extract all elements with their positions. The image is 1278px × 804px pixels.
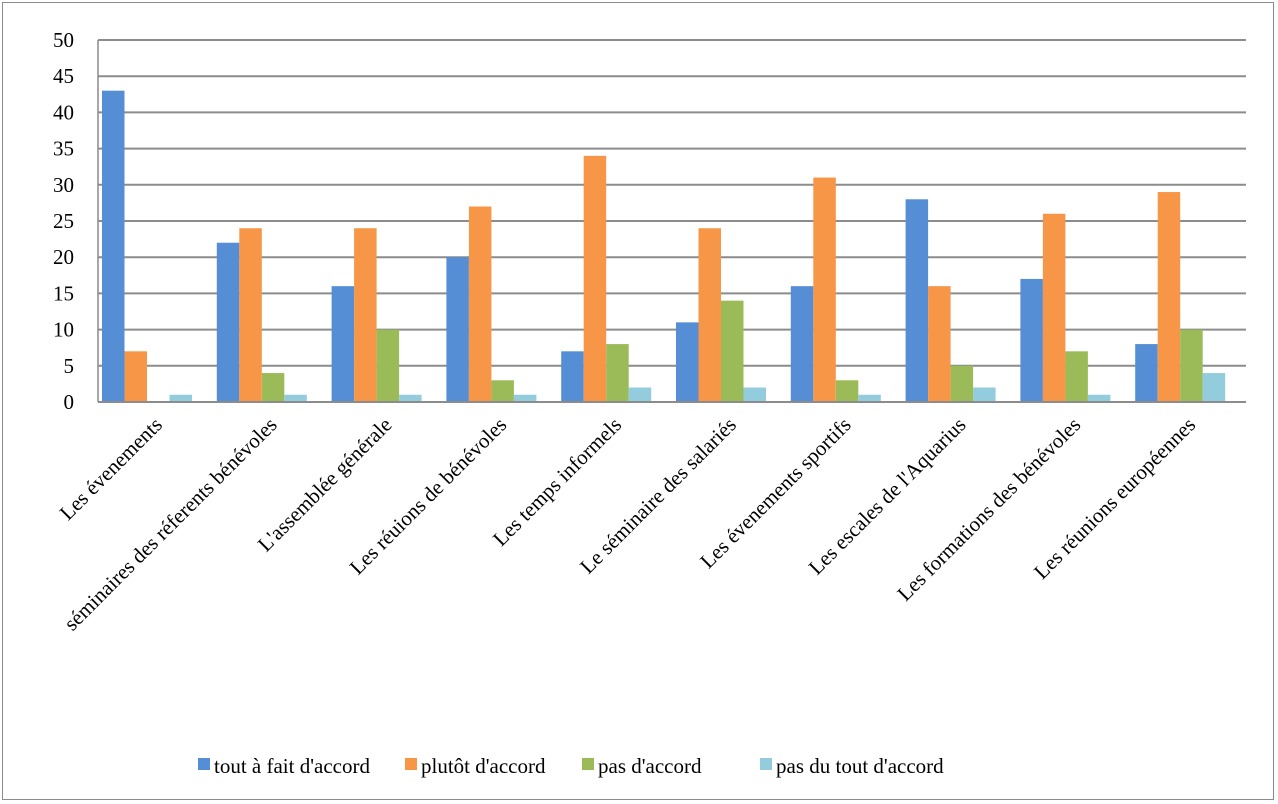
bars — [102, 90, 1226, 403]
bar — [102, 90, 125, 403]
bar — [216, 242, 240, 402]
bar — [261, 373, 285, 402]
y-tick-labels: 0 5 10 15 20 25 30 35 40 45 50 — [53, 28, 74, 414]
bar — [721, 300, 744, 402]
bar — [743, 387, 766, 402]
bar — [561, 351, 584, 402]
bar — [169, 394, 192, 402]
bar — [950, 365, 974, 402]
y-tick-label: 30 — [53, 173, 74, 197]
bar — [284, 394, 307, 402]
x-category-label: Les formations des bénévoles — [892, 413, 1085, 606]
y-tick-label: 0 — [64, 390, 75, 414]
bar — [676, 322, 699, 402]
bar — [813, 177, 836, 402]
legend-label: pas d'accord — [598, 754, 702, 778]
legend-swatch — [582, 758, 594, 770]
y-tick-label: 50 — [53, 28, 74, 52]
bar — [1180, 329, 1203, 402]
bar — [628, 387, 652, 402]
bar — [698, 228, 721, 402]
y-tick-label: 45 — [53, 64, 74, 88]
y-tick-label: 40 — [53, 100, 74, 124]
legend-swatch — [405, 758, 417, 770]
bar — [376, 329, 400, 402]
bar — [468, 206, 492, 402]
legend-label: tout à fait d'accord — [214, 754, 370, 778]
bar — [1087, 394, 1111, 402]
bar — [583, 155, 607, 402]
bar — [331, 286, 355, 402]
legend-label: plutôt d'accord — [421, 754, 546, 778]
bar — [1065, 351, 1088, 402]
bar — [858, 394, 881, 402]
legend-label: pas du tout d'accord — [776, 754, 944, 778]
bar — [790, 286, 814, 402]
bar — [491, 380, 514, 402]
bar — [606, 344, 629, 402]
y-tick-label: 10 — [53, 318, 74, 342]
x-category-label: Les évenements — [55, 413, 167, 525]
bar — [1157, 192, 1181, 402]
legend: tout à fait d'accord plutôt d'accord pas d… — [198, 754, 944, 778]
bar — [1202, 373, 1226, 402]
bar — [1135, 344, 1158, 402]
bar — [1042, 213, 1066, 402]
y-tick-label: 15 — [53, 281, 74, 305]
bar — [973, 387, 996, 402]
bar — [354, 228, 377, 402]
bar — [446, 257, 469, 402]
y-tick-label: 5 — [64, 354, 75, 378]
x-category-label: séminaires des réferents bénévoles — [59, 413, 282, 636]
gridlines — [98, 39, 1246, 367]
y-tick-label: 35 — [53, 137, 74, 161]
legend-swatch — [760, 758, 772, 770]
bar — [928, 286, 951, 402]
y-tick-label: 20 — [53, 245, 74, 269]
bar — [399, 394, 422, 402]
bar — [905, 199, 929, 402]
axes — [97, 40, 1246, 403]
bar — [239, 228, 262, 402]
bar — [1020, 278, 1043, 402]
bar — [124, 351, 147, 402]
y-tick-label: 25 — [53, 209, 74, 233]
bar — [835, 380, 859, 402]
legend-swatch — [198, 758, 210, 770]
bar — [513, 394, 537, 402]
